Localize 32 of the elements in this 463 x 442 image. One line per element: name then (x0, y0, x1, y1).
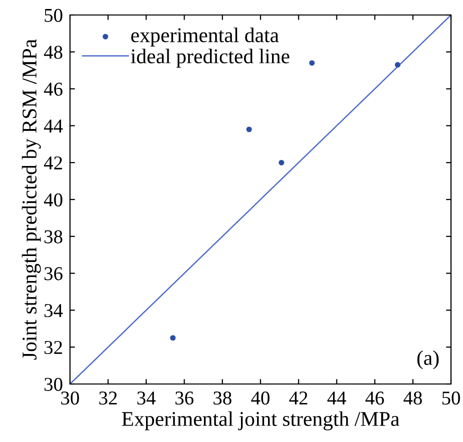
y-axis-title: Joint strength predicted by RSM /MPa (22, 39, 41, 360)
legend-label: ideal predicted line (130, 48, 290, 68)
point (309, 60, 315, 66)
legend-label: experimental data (131, 28, 279, 47)
y-tick-label: 44 (44, 120, 63, 132)
x-tick-label: 42 (289, 392, 308, 404)
x-tick-label: 38 (214, 392, 232, 405)
x-tick-label: 40 (251, 392, 270, 405)
y-tick-label: 50 (44, 8, 62, 22)
y-tick-label: 38 (44, 230, 62, 244)
y-tick-label: 48 (44, 46, 62, 59)
x-tick-label: 30 (61, 392, 79, 405)
x-tick-label: 48 (404, 392, 422, 405)
y-tick-label: 46 (44, 82, 62, 96)
x-tick-label: 32 (99, 392, 117, 405)
annotation: (a) (417, 350, 439, 370)
y-tick-label: 34 (44, 304, 63, 318)
y-tick-label: 30 (44, 378, 62, 391)
y-tick-label: 40 (44, 193, 62, 206)
x-tick-label: 50 (442, 392, 460, 405)
point (170, 335, 176, 341)
x-tick-label: 46 (365, 392, 384, 405)
point (394, 62, 400, 68)
y-tick-label: 42 (44, 156, 62, 170)
x-axis-title: Experimental joint strength /MPa (122, 411, 400, 430)
x-tick-label: 36 (176, 392, 194, 405)
point (278, 160, 284, 166)
x-tick-label: 44 (327, 392, 346, 404)
x-tick-label: 34 (137, 392, 156, 405)
point (246, 126, 252, 132)
y-tick-label: 36 (44, 267, 62, 280)
y-tick-label: 32 (44, 340, 62, 354)
